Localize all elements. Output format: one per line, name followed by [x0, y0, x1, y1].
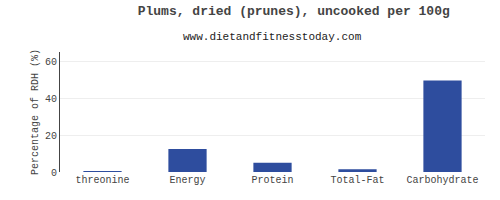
svg-text:www.dietandfitnesstoday.com: www.dietandfitnesstoday.com — [183, 31, 362, 43]
svg-text:60: 60 — [45, 57, 57, 68]
svg-text:Total-Fat: Total-Fat — [330, 175, 384, 186]
svg-text:Plums, dried (prunes), uncooke: Plums, dried (prunes), uncooked per 100g — [138, 4, 450, 19]
svg-text:0: 0 — [51, 168, 57, 179]
svg-text:20: 20 — [45, 131, 57, 142]
svg-text:Energy: Energy — [169, 175, 205, 186]
svg-text:40: 40 — [45, 94, 57, 105]
svg-text:Carbohydrate: Carbohydrate — [406, 175, 478, 186]
svg-text:Percentage of RDH (%): Percentage of RDH (%) — [30, 49, 41, 175]
svg-text:Protein: Protein — [251, 175, 293, 186]
svg-text:threonine: threonine — [75, 175, 129, 186]
